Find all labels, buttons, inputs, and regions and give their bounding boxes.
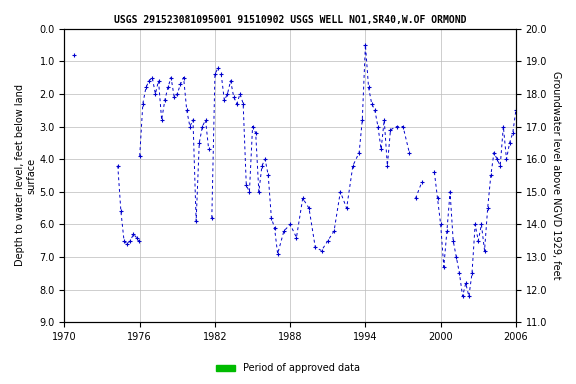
Legend: Period of approved data: Period of approved data — [212, 359, 364, 377]
Bar — [196, 323, 215, 329]
Bar — [121, 323, 142, 329]
Bar — [219, 323, 412, 329]
Bar — [432, 323, 516, 329]
Title: USGS 291523081095001 91510902 USGS WELL NO1,SR40,W.OF ORMOND: USGS 291523081095001 91510902 USGS WELL … — [114, 15, 467, 25]
Y-axis label: Groundwater level above NGVD 1929, feet: Groundwater level above NGVD 1929, feet — [551, 71, 561, 280]
Y-axis label: Depth to water level, feet below land
surface: Depth to water level, feet below land su… — [15, 84, 37, 266]
Bar — [152, 323, 184, 329]
